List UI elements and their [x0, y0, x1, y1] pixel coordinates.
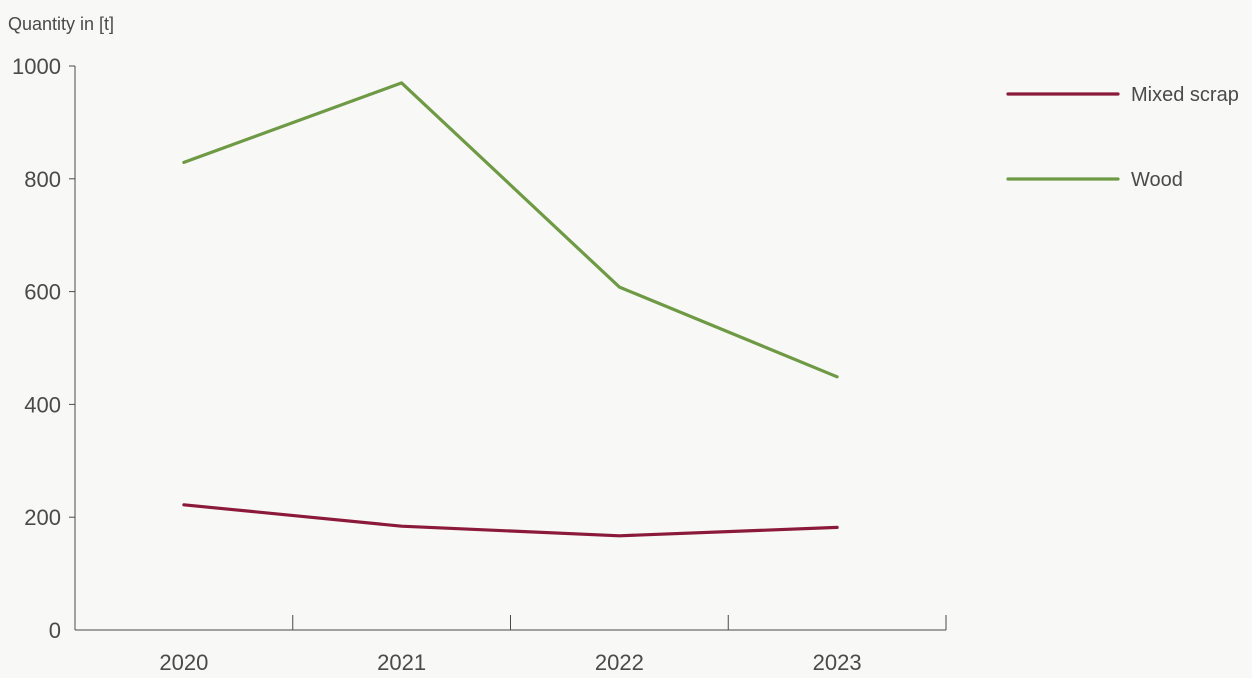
legend-label-mixed-scrap: Mixed scrap	[1131, 84, 1239, 106]
y-tick-label: 0	[49, 618, 61, 643]
y-tick-label: 400	[24, 392, 61, 417]
series-line-mixed-scrap	[182, 503, 839, 538]
x-tick-label: 2020	[159, 650, 208, 673]
y-tick-label: 800	[24, 167, 61, 192]
x-tick-label: 2022	[595, 650, 644, 673]
y-tick-label: 600	[24, 280, 61, 305]
y-axis-ticks: 0 200 400 600 800 1000	[12, 54, 75, 643]
y-tick-label: 200	[24, 505, 61, 530]
y-axis-title: Quantity in [t]	[8, 14, 114, 34]
series-lines	[182, 81, 839, 538]
x-tick-label: 2021	[377, 650, 426, 673]
y-tick-label: 1000	[12, 54, 61, 79]
series-line-wood	[182, 81, 839, 379]
legend: Mixed scrap Wood	[1006, 84, 1239, 191]
legend-label-wood: Wood	[1131, 169, 1183, 191]
x-axis-ticks: 2020 2021 2022 2023	[159, 615, 947, 675]
x-tick-label: 2023	[813, 650, 862, 673]
axes	[74, 66, 946, 631]
